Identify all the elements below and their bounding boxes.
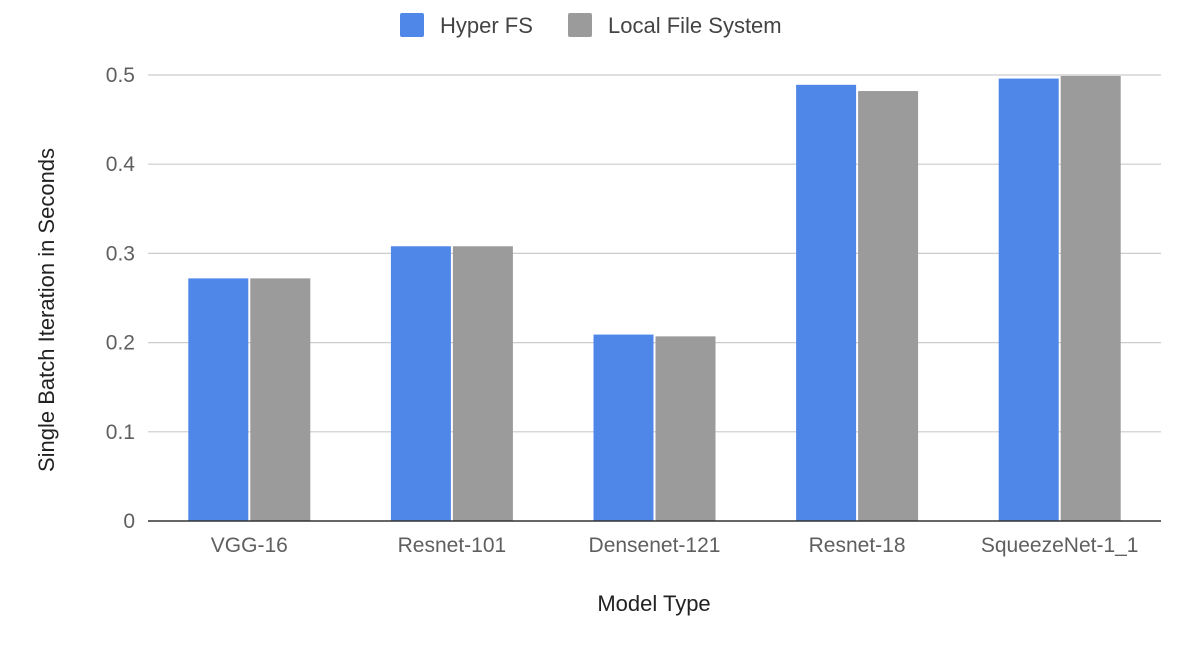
x-tick-label: Resnet-18: [809, 534, 906, 557]
legend-item-local-file-system[interactable]: Local File System: [568, 13, 782, 38]
gridlines: [148, 74, 1161, 433]
legend-swatch-local-file-system: [568, 13, 592, 37]
legend: Hyper FS Local File System: [400, 13, 782, 38]
bar-local-file-system[interactable]: [1060, 75, 1121, 521]
x-axis-title: Model Type: [597, 591, 710, 616]
y-tick-label: 0.3: [106, 242, 135, 265]
legend-item-hyper-fs[interactable]: Hyper FS: [400, 13, 533, 38]
y-tick-label: 0.4: [106, 153, 136, 176]
x-tick-label: SqueezeNet-1_1: [981, 534, 1139, 557]
y-axis-title: Single Batch Iteration in Seconds: [34, 148, 59, 472]
x-tick-label: Densenet-121: [589, 534, 721, 557]
y-tick-label: 0.2: [106, 332, 135, 355]
bar-hyper-fs[interactable]: [188, 278, 249, 521]
bar-local-file-system[interactable]: [452, 246, 513, 521]
legend-label-local-file-system: Local File System: [608, 13, 782, 38]
bar-local-file-system[interactable]: [655, 336, 716, 521]
bar-local-file-system[interactable]: [858, 91, 919, 521]
bar-hyper-fs[interactable]: [998, 78, 1059, 522]
legend-label-hyper-fs: Hyper FS: [440, 13, 533, 38]
bar-hyper-fs[interactable]: [796, 84, 857, 521]
y-tick-label: 0: [123, 510, 135, 533]
bars: [188, 75, 1121, 522]
x-tick-label: VGG-16: [211, 534, 288, 557]
y-tick-label: 0.5: [106, 64, 135, 87]
x-tick-label: Resnet-101: [398, 534, 507, 557]
bar-hyper-fs[interactable]: [593, 334, 654, 521]
bar-hyper-fs[interactable]: [390, 246, 451, 521]
bar-local-file-system[interactable]: [250, 278, 311, 521]
legend-swatch-hyper-fs: [400, 13, 424, 37]
axes: 0 0.1 0.2 0.3 0.4 0.5 VGG-16 Resnet-101 Densenet…: [106, 64, 1161, 557]
y-tick-label: 0.1: [106, 421, 135, 444]
